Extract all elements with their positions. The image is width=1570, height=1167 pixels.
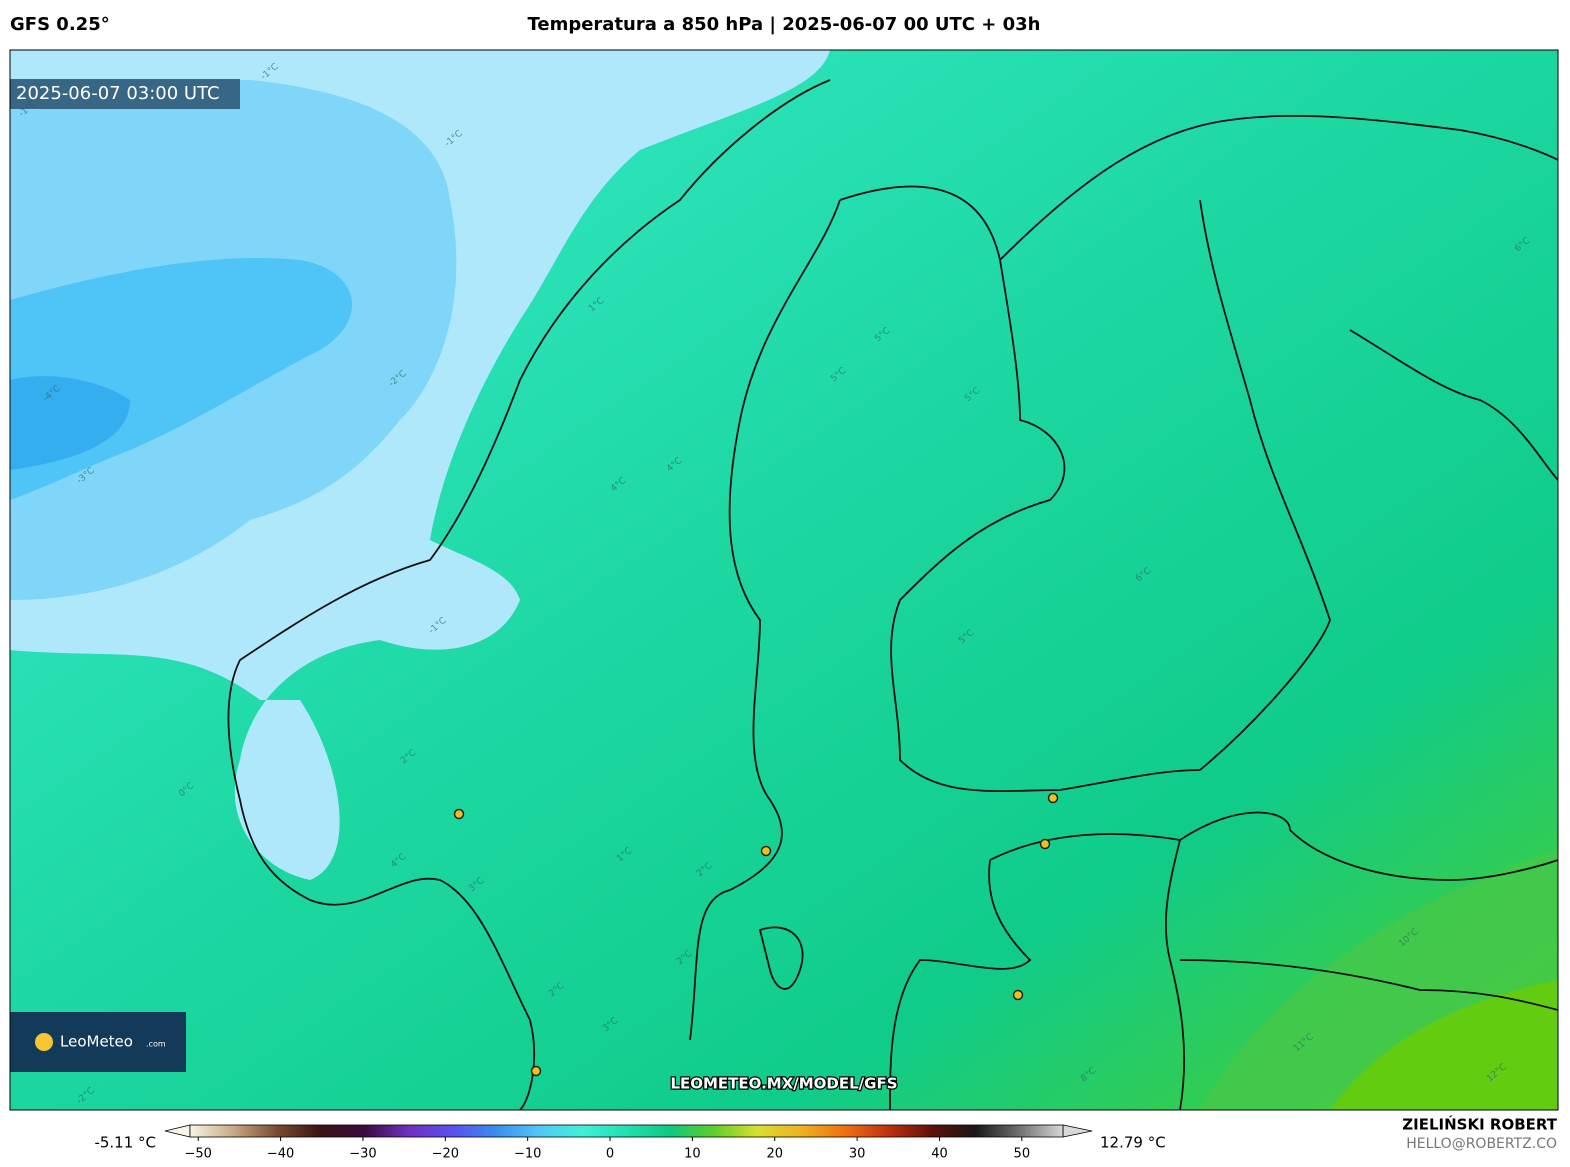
time-box: [10, 79, 240, 109]
map-title: Temperatura a 850 hPa | 2025-06-07 00 UT…: [527, 14, 1040, 35]
city-marker: [453, 808, 465, 820]
colorbar-tick-label: −10: [514, 1147, 541, 1162]
map-frame: [9, 49, 1559, 1111]
model-name: GFS 0.25°: [10, 14, 110, 35]
city-marker: [530, 1065, 542, 1077]
logo-brand: LeoMeteo: [60, 1033, 133, 1051]
coldest-region: [10, 376, 130, 470]
colorbar-tick-label: −30: [349, 1147, 376, 1162]
colorbar-tick-label: 30: [849, 1147, 866, 1162]
watermark: LEOMETEO.MX/MODEL/GFS: [670, 1075, 897, 1093]
coastlines: [227, 79, 1558, 1110]
author: ZIELIŃSKI ROBERT: [1402, 1115, 1557, 1134]
colorbar-min: -5.11 °C: [94, 1134, 156, 1152]
colorbar-tick-label: 0: [606, 1147, 614, 1162]
colorbar-tick-label: 50: [1014, 1147, 1031, 1162]
warmer-region: [1330, 980, 1558, 1110]
colorbar-tick-label: 10: [684, 1147, 701, 1162]
colorbar-tick-label: −50: [185, 1147, 212, 1162]
colorbar-tick-label: 20: [766, 1147, 783, 1162]
email: HELLO@ROBERTZ.CO: [1406, 1136, 1557, 1152]
colorbar-scale: [189, 1124, 1064, 1138]
city-marker: [1012, 989, 1024, 1001]
colorbar: −50 −40 −30 −20 −10 0 10 20 30 40 50: [164, 1124, 1093, 1162]
colorbar-tick-label: −40: [267, 1147, 294, 1162]
city-marker: [760, 845, 772, 857]
colorbar-max: 12.79 °C: [1100, 1134, 1166, 1152]
logo-suffix: .com: [146, 1040, 166, 1049]
city-marker: [1047, 792, 1059, 804]
colorbar-high-arrow: [1062, 1124, 1093, 1138]
colorbar-tick-label: −20: [432, 1147, 459, 1162]
cities: [453, 792, 1059, 1077]
colorbar-low-arrow: [164, 1124, 191, 1138]
city-marker: [1039, 838, 1051, 850]
logo-sun: [35, 1033, 53, 1051]
colorbar-tick-label: 40: [931, 1147, 948, 1162]
map: -1°C-1°C-2°C-3°C-4°C-1°C0°C1°C2°C1°C2°C3…: [10, 50, 1558, 1110]
valid-time: 2025-06-07 03:00 UTC: [16, 83, 220, 104]
